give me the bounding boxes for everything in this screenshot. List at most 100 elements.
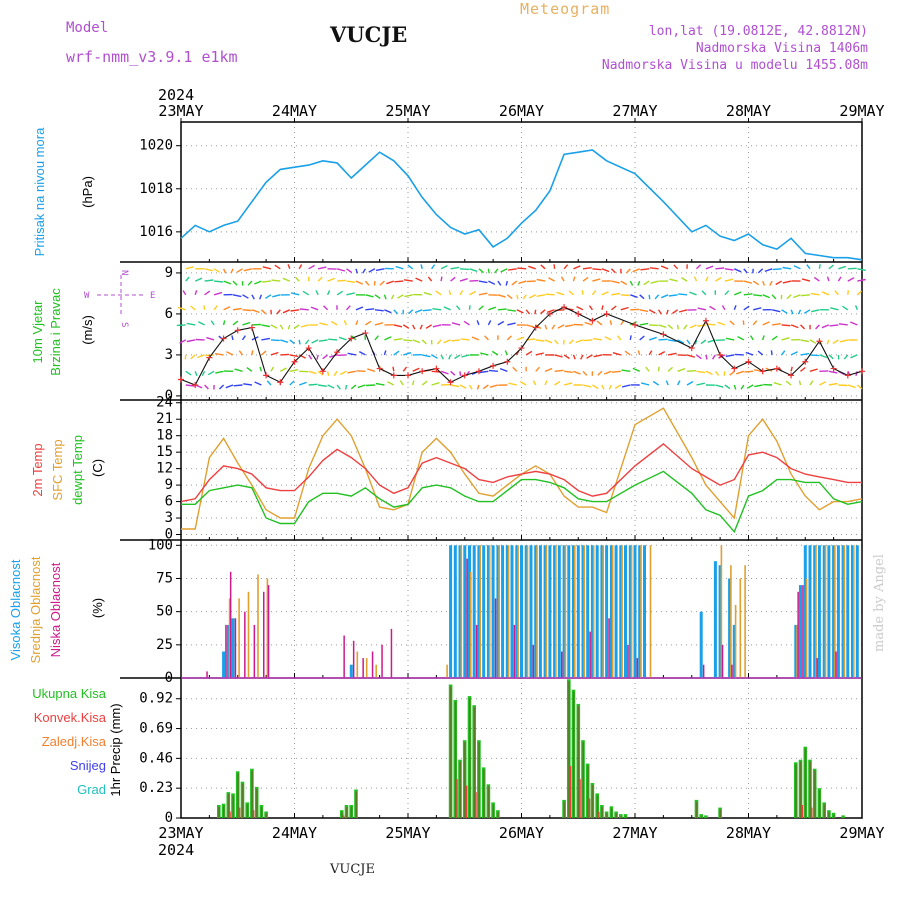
wind-unit: (m/s) xyxy=(80,315,95,345)
wind-barb xyxy=(790,351,798,356)
wind-barb xyxy=(262,280,271,283)
wind-barb xyxy=(329,354,338,358)
wind-barb xyxy=(508,268,517,271)
wind-barb xyxy=(203,305,206,310)
wind-barb xyxy=(276,309,281,315)
wind-barb xyxy=(260,350,267,356)
wind-barb xyxy=(308,354,313,360)
cloud-bar xyxy=(561,651,563,678)
cloud-bar xyxy=(608,618,610,678)
wind-barb xyxy=(448,354,452,360)
wind-barb xyxy=(667,339,677,342)
wind-barb xyxy=(201,370,206,377)
wind-barb xyxy=(696,382,705,386)
wind-barb xyxy=(540,309,546,315)
wind-barb xyxy=(757,350,764,356)
wind-barb xyxy=(478,268,485,274)
precip-total-bar-core xyxy=(355,791,357,818)
wind-barb xyxy=(519,380,527,386)
wind-barb xyxy=(364,280,370,286)
wind-barb xyxy=(694,339,698,345)
wind-barb xyxy=(643,280,650,286)
wind-barb xyxy=(535,366,541,372)
wind-barb xyxy=(781,324,791,327)
wind-barb xyxy=(803,309,811,314)
wind-barb xyxy=(289,380,295,386)
wind-barb xyxy=(584,321,593,326)
wind-barb xyxy=(232,280,238,286)
y-tick-label: 0 xyxy=(165,527,173,543)
wind-barb xyxy=(403,339,413,342)
cloud-bar xyxy=(589,631,591,678)
wind-speed-point xyxy=(376,365,383,372)
wind-barb xyxy=(419,324,423,330)
precip-legend-item: Grad xyxy=(77,782,106,797)
wind-barb xyxy=(507,309,517,312)
wind-speed-point xyxy=(759,368,766,375)
wind-barb xyxy=(414,309,423,314)
x-tick-label-bottom: 25MAY xyxy=(385,824,430,842)
cloud-bar xyxy=(721,644,724,678)
wind-barb xyxy=(197,354,205,359)
wind-barb xyxy=(757,268,764,274)
wind-barb xyxy=(287,264,291,270)
wind-barb xyxy=(826,276,830,282)
wind-barb xyxy=(282,277,291,282)
wind-barb xyxy=(319,322,328,326)
precip-total-bar-core xyxy=(350,807,353,818)
wind-barb xyxy=(525,350,533,356)
precip-total-bar-core xyxy=(241,783,244,818)
wind-speed-point xyxy=(319,368,326,375)
wind-barb xyxy=(620,306,629,311)
precip-conv-bar xyxy=(598,811,600,818)
wind-barb xyxy=(432,308,442,311)
wind-barb xyxy=(518,280,527,285)
wind-barb xyxy=(746,384,754,389)
wind-barb xyxy=(639,335,645,341)
wind-barb xyxy=(298,339,301,345)
cloud-bar xyxy=(720,545,723,678)
wind-barb xyxy=(397,294,404,299)
wind-barb xyxy=(762,280,766,286)
precip-unit: 1hr Precip (mm) xyxy=(108,703,123,796)
cloud-bar xyxy=(517,545,519,678)
wind-barb xyxy=(232,307,242,311)
precip-total-bar-core xyxy=(218,807,220,818)
wind-barb xyxy=(742,320,745,325)
wind-barb xyxy=(648,294,651,300)
wind-speed-point xyxy=(546,310,553,317)
wind-speed-point xyxy=(362,330,369,337)
wind-barb xyxy=(842,305,849,311)
wind-barb xyxy=(185,276,190,282)
wind-barb xyxy=(241,335,246,341)
wind-barb xyxy=(333,370,338,377)
wind-barb xyxy=(782,266,792,270)
wind-barb xyxy=(357,384,366,389)
wind-barb xyxy=(725,337,735,341)
y-tick-label: 9 xyxy=(165,265,173,281)
wind-barb xyxy=(819,354,828,359)
y-tick-label: 18 xyxy=(156,428,173,444)
precip-total-bar-core xyxy=(818,790,821,818)
sfc-temp-line xyxy=(181,407,863,530)
wind-barb xyxy=(630,294,638,299)
cloud-bar xyxy=(843,545,846,678)
wind-barb xyxy=(242,321,251,326)
wind-barb xyxy=(733,305,737,311)
cloud-bar xyxy=(545,545,548,678)
wind-barb xyxy=(395,265,404,270)
precip-total-bar-core xyxy=(833,814,835,818)
cloud-bar xyxy=(555,545,557,678)
cloud-bar xyxy=(263,591,265,679)
wind-barb xyxy=(762,335,765,341)
precip-legend-item: Konvek.Kisa xyxy=(34,710,107,725)
wind-speed-point xyxy=(192,381,199,388)
wind-barb xyxy=(830,307,839,311)
wind-barb xyxy=(671,309,679,315)
wind-barb xyxy=(399,380,404,386)
wind-barb xyxy=(733,384,737,390)
cloud-bar xyxy=(343,635,345,678)
wind-barb xyxy=(658,338,668,341)
wind-barb xyxy=(182,290,187,296)
